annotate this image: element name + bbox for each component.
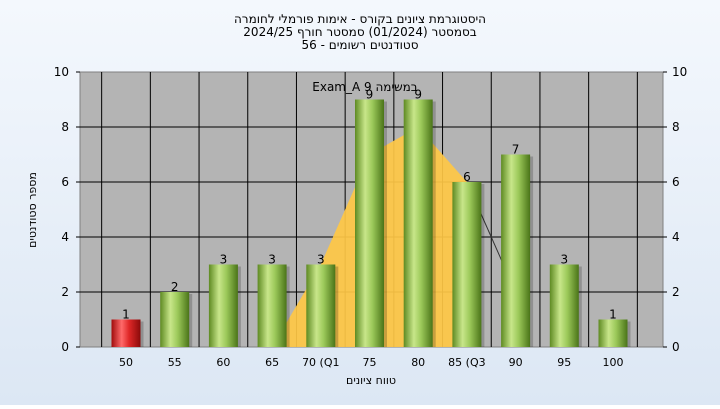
left-tick-label-0: 0	[61, 340, 69, 354]
chart-annotation: Exam_A במשימה 9	[312, 80, 418, 94]
right-tick-label-3: 6	[672, 175, 680, 189]
data-label-8: 7	[512, 143, 520, 157]
bar-2	[208, 264, 238, 347]
left-tick-label-5: 10	[54, 65, 69, 79]
data-label-0: 1	[122, 308, 130, 322]
x-tick-label-7: 85 (Q3	[448, 356, 485, 369]
left-axis-ticks: 0 2 4 6 8 10	[54, 65, 80, 354]
x-tick-label-0: 50	[119, 356, 133, 369]
data-labels-group: 1 2 3 3 3 9 9 6 7 3 1	[122, 88, 617, 322]
bar-10	[598, 319, 628, 347]
data-label-3: 3	[268, 253, 276, 267]
y-axis-label: מספר סטודנטים	[26, 172, 39, 248]
chart-title-line-3: סטודנטים רשומים - 56	[301, 38, 418, 52]
right-tick-label-2: 4	[672, 230, 680, 244]
bar-1	[160, 292, 190, 347]
bar-3	[257, 264, 287, 347]
right-tick-label-5: 10	[672, 65, 687, 79]
bar-9	[549, 264, 579, 347]
data-label-4: 3	[317, 253, 325, 267]
left-tick-label-3: 6	[61, 175, 69, 189]
x-axis-label: טווח ציונים	[346, 374, 396, 387]
x-tick-label-4: 70 (Q1	[302, 356, 339, 369]
left-tick-label-4: 8	[61, 120, 69, 134]
chart-title-line-2: בסמסטר (01/2024) סמסטר חורף 2024/25	[243, 25, 476, 39]
x-tick-label-5: 75	[363, 356, 377, 369]
right-tick-label-0: 0	[672, 340, 680, 354]
bar-7	[452, 182, 482, 347]
bar-6	[403, 99, 433, 347]
data-label-2: 3	[220, 253, 228, 267]
right-tick-label-1: 2	[672, 285, 680, 299]
left-tick-label-1: 2	[61, 285, 69, 299]
bars-group	[111, 99, 631, 347]
x-tick-label-9: 95	[557, 356, 571, 369]
data-label-6: 9	[414, 88, 422, 102]
x-tick-label-3: 65	[265, 356, 279, 369]
x-tick-label-1: 55	[168, 356, 182, 369]
data-label-7: 6	[463, 170, 471, 184]
data-label-5: 9	[366, 88, 374, 102]
x-tick-label-2: 60	[216, 356, 230, 369]
x-axis-ticks: 50 55 60 65 70 (Q1 75 80 85 (Q3 90 95 100	[119, 356, 624, 369]
right-tick-label-4: 8	[672, 120, 680, 134]
right-axis-ticks: 0 2 4 6 8 10	[663, 65, 687, 354]
x-tick-label-10: 100	[603, 356, 624, 369]
x-tick-label-8: 90	[509, 356, 523, 369]
chart-title-line-1: היסטוגרמת ציונים בקורס - אימות פורמלי לח…	[234, 12, 486, 26]
x-tick-label-6: 80	[411, 356, 425, 369]
bar-0	[111, 319, 141, 347]
data-label-1: 2	[171, 280, 179, 294]
data-label-10: 1	[609, 308, 617, 322]
bar-4	[306, 264, 336, 347]
left-tick-label-2: 4	[61, 230, 69, 244]
bar-5	[355, 99, 384, 347]
bar-8	[501, 154, 531, 347]
data-label-9: 3	[560, 253, 568, 267]
